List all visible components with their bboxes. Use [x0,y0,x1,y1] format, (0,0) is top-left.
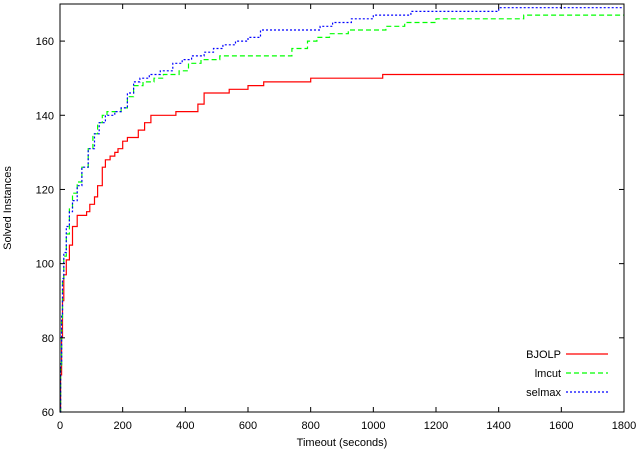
x-tick-label: 1000 [361,420,385,432]
series-layer [60,7,624,413]
y-tick-label: 100 [36,259,54,271]
x-tick-label: 400 [176,420,194,432]
x-tick-label: 1200 [424,420,448,432]
series-line-lmcut [60,14,624,413]
x-tick-label: 600 [239,420,257,432]
legend-label: BJOLP [526,349,561,361]
legend-label: selmax [526,387,561,399]
x-tick-label: 1400 [486,420,510,432]
y-tick-label: 160 [36,36,54,48]
x-tick-label: 1600 [549,420,573,432]
x-tick-label: 200 [113,420,131,432]
x-tick-label: 0 [57,420,63,432]
series-line-selmax [60,7,624,413]
plot-frame [59,3,625,413]
x-tick-label: 1800 [612,420,636,432]
legend-label: lmcut [535,368,561,380]
legend-item-bjolp: BJOLP [526,349,608,361]
y-tick-label: 80 [42,333,54,345]
legend-item-selmax: selmax [526,387,608,399]
x-tick-label: 800 [301,420,319,432]
y-axis-title: Solved Instances [2,166,14,250]
series-line-bjolp [60,73,624,413]
legend: BJOLP lmcut selmax [526,349,608,399]
legend-item-lmcut: lmcut [535,368,608,380]
x-axis-title: Timeout (seconds) [297,437,388,449]
axis-layer: 0 200 400 600 800 1000 1200 1400 1600 1800 60 80 100… [36,4,636,432]
y-tick-label: 140 [36,110,54,122]
y-tick-label: 120 [36,184,54,196]
y-tick-label: 60 [42,407,54,419]
